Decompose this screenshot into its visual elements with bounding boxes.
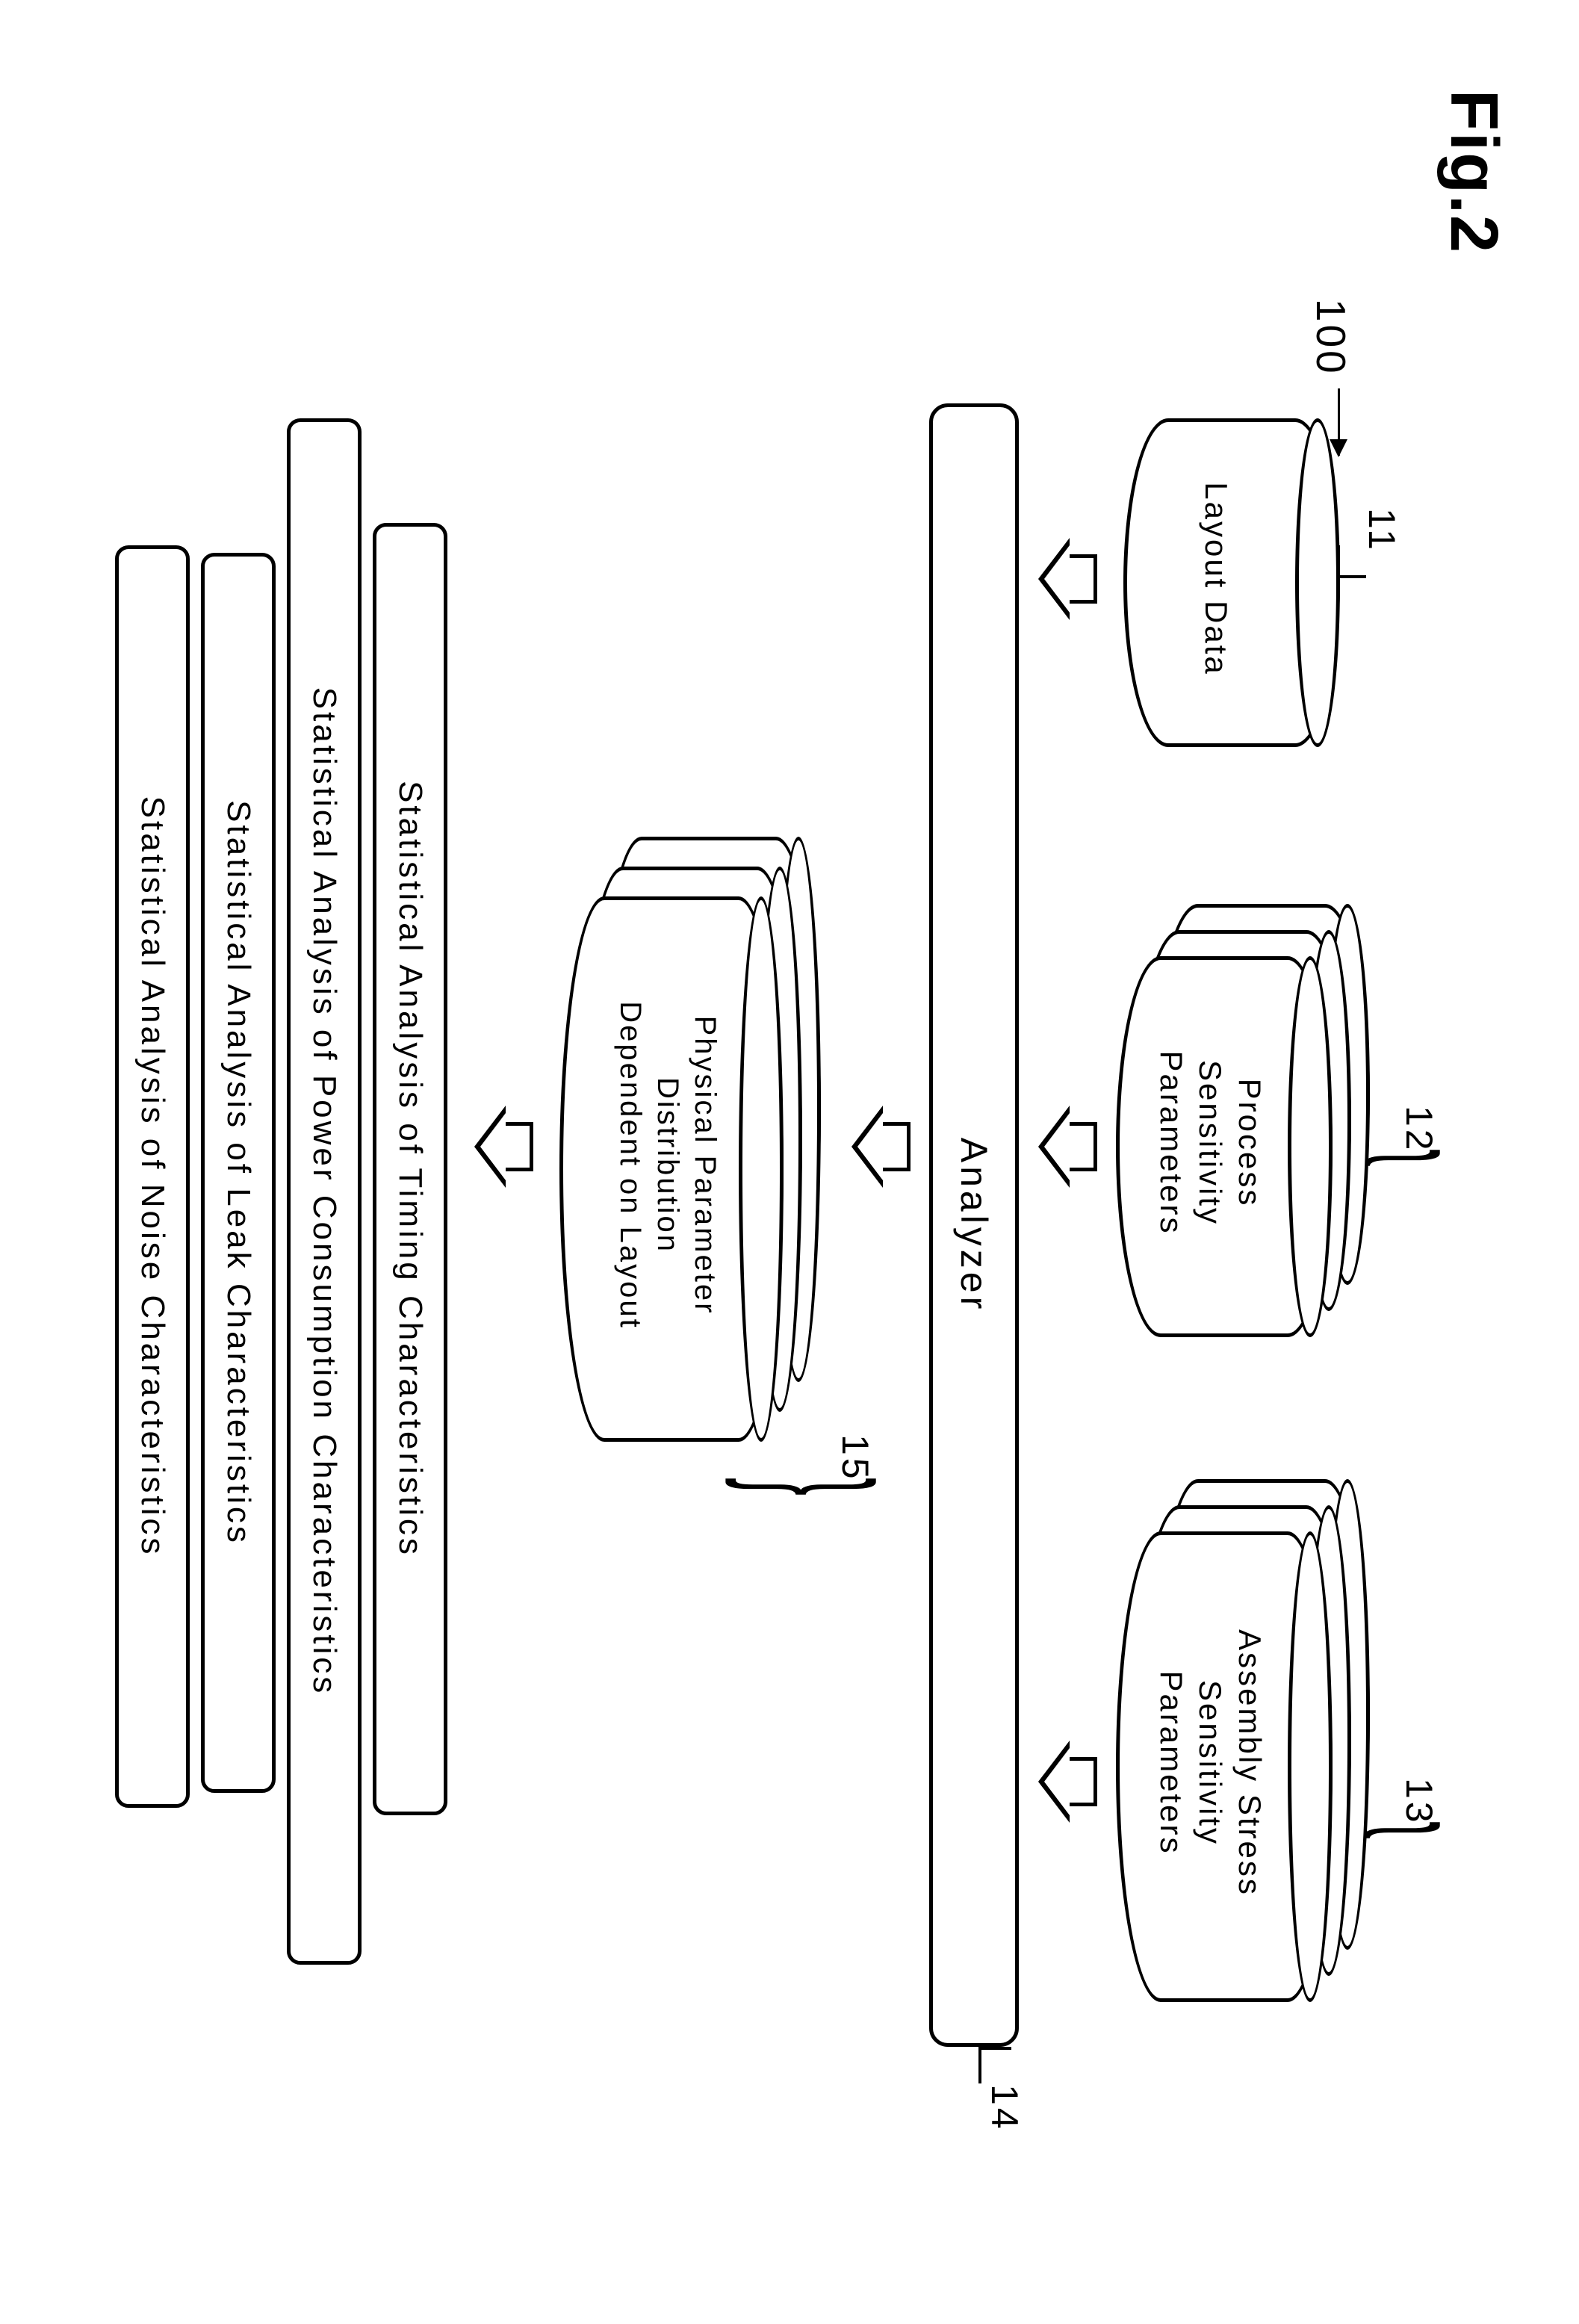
analysis-timing: Statistical Analysis of Timing Character… <box>373 523 447 1815</box>
system-ref-label: 100 <box>1307 299 1355 377</box>
analysis-noise: Statistical Analysis of Noise Characteri… <box>115 545 190 1808</box>
arrow-layout-to-analyzer <box>1041 538 1097 620</box>
output-db-line3: Dependent on Layout <box>614 1001 647 1330</box>
output-db-ref: 15 <box>834 1434 877 1482</box>
process-params-line3: Parameters <box>1154 1050 1189 1235</box>
process-params-ref: 12 <box>1397 1106 1441 1153</box>
diagram-canvas: Fig.2 100 11 Layout Data 12 } Process Se… <box>30 30 1549 2294</box>
analyzer-ref-line <box>978 2047 1011 2083</box>
system-ref-arrow <box>1338 388 1340 456</box>
assembly-params-line3: Parameters <box>1154 1670 1189 1855</box>
process-params-line2: Sensitivity <box>1194 1060 1229 1226</box>
assembly-params-ref: 13 <box>1397 1778 1441 1826</box>
arrow-analyzer-to-output <box>854 1106 911 1188</box>
output-db-brace: } <box>722 1478 907 1496</box>
layout-data-ref: 11 <box>1360 508 1403 553</box>
layout-data-label: Layout Data <box>1197 418 1236 740</box>
output-db-line2: Distribution <box>651 1077 684 1254</box>
output-db-line1: Physical Parameter <box>689 1016 722 1316</box>
assembly-params-line2: Sensitivity <box>1194 1680 1229 1846</box>
analysis-timing-label: Statistical Analysis of Timing Character… <box>391 781 429 1558</box>
arrow-process-to-analyzer <box>1041 1106 1097 1188</box>
arrow-assembly-to-analyzer <box>1041 1741 1097 1823</box>
process-params-line1: Process <box>1232 1079 1268 1208</box>
figure-title: Fig.2 <box>1435 90 1512 254</box>
analysis-noise-label: Statistical Analysis of Noise Characteri… <box>134 796 171 1558</box>
analysis-power-label: Statistical Analysis of Power Consumptio… <box>305 687 343 1696</box>
analyzer-label: Analyzer <box>952 1138 996 1313</box>
analysis-power: Statistical Analysis of Power Consumptio… <box>287 418 362 1965</box>
analyzer-box: Analyzer <box>929 403 1019 2047</box>
assembly-params-line1: Assembly Stress <box>1232 1629 1268 1897</box>
layout-data-ref-line <box>1337 545 1366 578</box>
page-container: Fig.2 100 11 Layout Data 12 } Process Se… <box>30 30 1549 2294</box>
analysis-leak-label: Statistical Analysis of Leak Characteris… <box>220 800 257 1546</box>
analyzer-ref: 14 <box>983 2084 1026 2132</box>
analysis-leak: Statistical Analysis of Leak Characteris… <box>201 553 276 1793</box>
arrow-output-to-analyses <box>477 1106 533 1188</box>
